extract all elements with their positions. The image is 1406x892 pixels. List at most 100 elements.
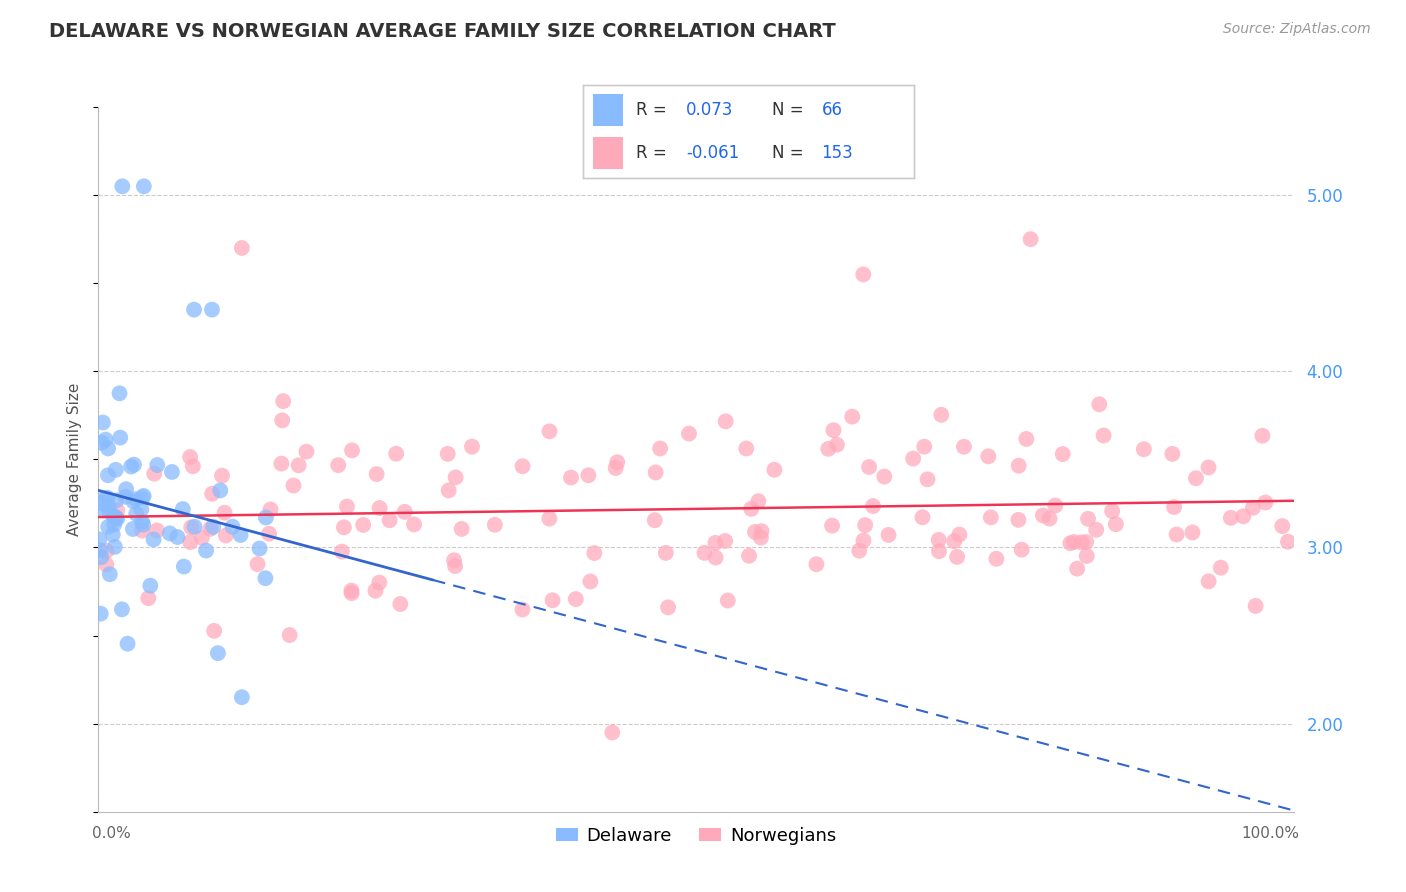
Point bbox=[929, 408, 952, 422]
Text: DELAWARE VS NORWEGIAN AVERAGE FAMILY SIZE CORRELATION CHART: DELAWARE VS NORWEGIAN AVERAGE FAMILY SIZ… bbox=[49, 22, 837, 41]
Point bbox=[131, 515, 153, 529]
Point bbox=[928, 533, 950, 547]
Point bbox=[678, 426, 700, 441]
Point bbox=[105, 503, 128, 517]
Point bbox=[740, 501, 762, 516]
Point bbox=[977, 450, 1000, 464]
Point bbox=[209, 483, 232, 498]
Point bbox=[271, 413, 294, 427]
Point bbox=[211, 468, 233, 483]
Point bbox=[89, 543, 111, 558]
Point bbox=[1209, 560, 1232, 574]
Point bbox=[249, 541, 271, 556]
Point bbox=[825, 438, 848, 452]
Point bbox=[911, 510, 934, 524]
Point bbox=[1045, 499, 1067, 513]
Point bbox=[146, 458, 169, 472]
Point bbox=[565, 592, 588, 607]
Point bbox=[484, 517, 506, 532]
Point bbox=[1063, 535, 1085, 549]
Point bbox=[104, 540, 127, 554]
Point bbox=[139, 579, 162, 593]
Point bbox=[1166, 527, 1188, 541]
Point bbox=[738, 549, 761, 563]
Point bbox=[450, 522, 472, 536]
Point bbox=[103, 517, 125, 532]
Point bbox=[295, 444, 318, 458]
Point bbox=[858, 460, 880, 475]
Point bbox=[852, 533, 875, 548]
Point bbox=[122, 494, 145, 508]
Point bbox=[270, 457, 292, 471]
Point bbox=[853, 518, 876, 533]
Point bbox=[1181, 525, 1204, 540]
Text: R =: R = bbox=[637, 101, 666, 119]
Point bbox=[1088, 397, 1111, 411]
Point bbox=[606, 455, 628, 469]
Text: 66: 66 bbox=[821, 101, 842, 119]
Point bbox=[364, 583, 387, 598]
Point bbox=[125, 492, 148, 507]
Point bbox=[340, 583, 363, 598]
Point bbox=[98, 567, 121, 582]
Point bbox=[104, 511, 127, 525]
Point bbox=[202, 624, 225, 638]
Point bbox=[821, 518, 844, 533]
Point bbox=[96, 491, 118, 505]
Point bbox=[201, 487, 224, 501]
Point bbox=[340, 586, 363, 600]
Point bbox=[644, 466, 666, 480]
Point bbox=[336, 500, 359, 514]
Point bbox=[1271, 519, 1294, 533]
Point bbox=[122, 522, 145, 536]
Point bbox=[986, 551, 1008, 566]
Point bbox=[747, 494, 769, 508]
Text: -0.061: -0.061 bbox=[686, 145, 740, 162]
Point bbox=[207, 646, 229, 660]
Point bbox=[735, 442, 758, 456]
Point bbox=[714, 414, 737, 428]
Point bbox=[583, 546, 606, 560]
Point bbox=[1011, 542, 1033, 557]
Point bbox=[841, 409, 863, 424]
Point bbox=[1161, 447, 1184, 461]
Point bbox=[873, 469, 896, 483]
Point bbox=[231, 690, 253, 705]
Point bbox=[1032, 508, 1054, 523]
Point bbox=[166, 530, 188, 544]
Point bbox=[1133, 442, 1156, 457]
Point bbox=[576, 468, 599, 483]
Point bbox=[1076, 535, 1098, 549]
Point bbox=[89, 533, 111, 547]
Point bbox=[103, 509, 125, 524]
Bar bbox=[593, 137, 623, 169]
Text: N =: N = bbox=[772, 145, 803, 162]
Point bbox=[172, 502, 194, 516]
Point bbox=[1163, 500, 1185, 514]
Point bbox=[122, 458, 145, 472]
Point bbox=[806, 558, 828, 572]
Point bbox=[340, 443, 363, 458]
Point bbox=[1052, 447, 1074, 461]
Point bbox=[1198, 460, 1220, 475]
Point bbox=[1077, 512, 1099, 526]
Point bbox=[183, 520, 205, 534]
Point bbox=[1105, 517, 1128, 532]
Point bbox=[136, 591, 159, 606]
Point bbox=[877, 528, 900, 542]
Point bbox=[257, 526, 280, 541]
Point bbox=[1019, 232, 1042, 246]
Point bbox=[744, 524, 766, 539]
Point bbox=[1277, 534, 1299, 549]
Point bbox=[97, 520, 120, 534]
Point bbox=[131, 502, 153, 516]
Point bbox=[444, 559, 467, 574]
Point bbox=[131, 491, 153, 505]
Point bbox=[368, 575, 391, 590]
Point bbox=[111, 179, 134, 194]
Point bbox=[221, 520, 243, 534]
Point bbox=[183, 302, 205, 317]
Point bbox=[215, 528, 238, 542]
Point bbox=[278, 628, 301, 642]
Point bbox=[655, 546, 678, 560]
